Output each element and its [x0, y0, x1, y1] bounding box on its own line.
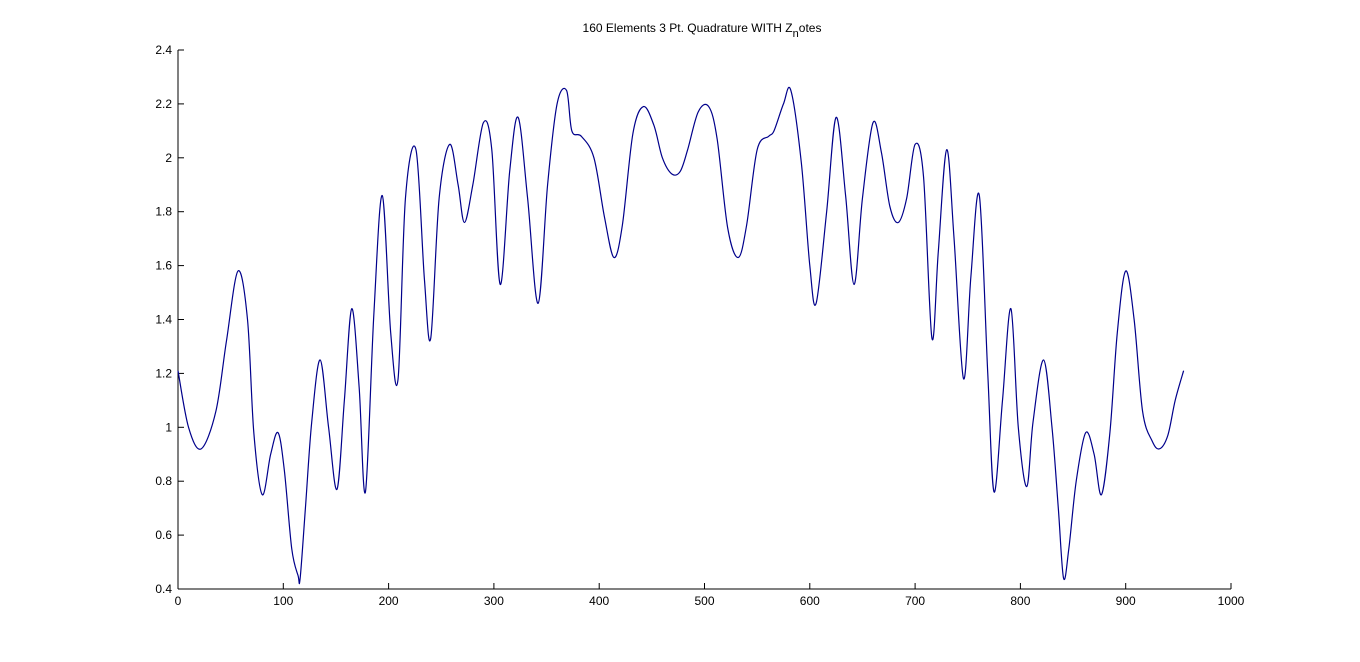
x-tick-label: 300	[484, 594, 504, 608]
series-line	[177, 86, 1185, 585]
title-main: 160 Elements 3 Pt. Quadrature WITH Z	[583, 21, 793, 35]
y-tick-labels: 0.4 0.6 0.8 1 1.2 1.4 1.6 1.8 2 2.2 2.4	[155, 43, 172, 596]
x-tick-label: 500	[694, 594, 714, 608]
x-tick-labels: 0 100 200 300 400 500 600 700 800 900 1000	[175, 594, 1245, 608]
x-tick-label: 800	[1010, 594, 1030, 608]
x-tick-label: 1000	[1218, 594, 1245, 608]
x-tick-label: 600	[800, 594, 820, 608]
chart-title: 160 Elements 3 Pt. Quadrature WITH Znote…	[583, 21, 822, 40]
x-tick-label: 400	[589, 594, 609, 608]
y-tick-label: 1.4	[155, 313, 172, 327]
x-tick-label: 100	[273, 594, 293, 608]
y-tick-label: 0.8	[155, 474, 172, 488]
y-tick-label: 1.8	[155, 205, 172, 219]
y-tick-label: 1.6	[155, 259, 172, 273]
y-tick-label: 2.4	[155, 43, 172, 57]
title-suffix: otes	[799, 21, 822, 35]
title-subscript: n	[793, 28, 799, 40]
y-tick-label: 2	[165, 151, 172, 165]
y-tick-label: 0.4	[155, 582, 172, 596]
x-tick-label: 200	[379, 594, 399, 608]
x-tick-label: 900	[1116, 594, 1136, 608]
y-tick-label: 2.2	[155, 97, 172, 111]
tick-marks	[177, 49, 1232, 590]
y-tick-label: 1	[165, 420, 172, 434]
x-tick-label: 0	[175, 594, 182, 608]
series-group	[177, 86, 1185, 585]
x-tick-label: 700	[905, 594, 925, 608]
y-tick-label: 0.6	[155, 528, 172, 542]
y-tick-label: 1.2	[155, 366, 172, 380]
